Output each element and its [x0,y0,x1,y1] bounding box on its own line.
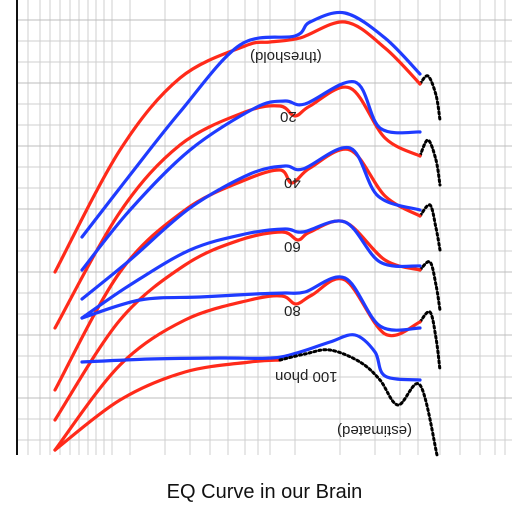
series-line-blue [80,10,422,239]
estimated-tail [418,138,442,187]
series-line-blue [80,333,422,382]
label-40-phon: 40 [284,174,301,191]
estimated-tail [418,203,442,252]
estimated-tail [418,310,442,372]
series-line-red [53,358,282,452]
series-line-red [53,219,422,422]
series-line-blue [80,80,422,272]
series-line-red [53,20,422,274]
label-threshold: (threshold) [250,48,322,65]
label-100-phon: 100 phon [275,368,338,385]
label-estimated: (estimated) [337,422,412,439]
series-line-blue [80,219,422,320]
label-80-phon: 80 [284,302,301,319]
label-20-phon: 20 [280,108,297,125]
chart-series [53,10,442,457]
series-line-estimated [278,348,439,457]
equal-loudness-chart: (threshold) 20 40 60 80 100 phon (estima… [16,0,512,457]
series-line-blue [80,275,422,332]
series-line-red [53,147,422,392]
estimated-tail [418,260,442,312]
estimated-tail [418,74,442,122]
series-line-blue [80,145,422,301]
label-60-phon: 60 [284,238,301,255]
series-line-red [53,85,422,330]
chart-labels: (threshold) 20 40 60 80 100 phon (estima… [250,48,412,439]
chart-caption: EQ Curve in our Brain [166,481,363,503]
